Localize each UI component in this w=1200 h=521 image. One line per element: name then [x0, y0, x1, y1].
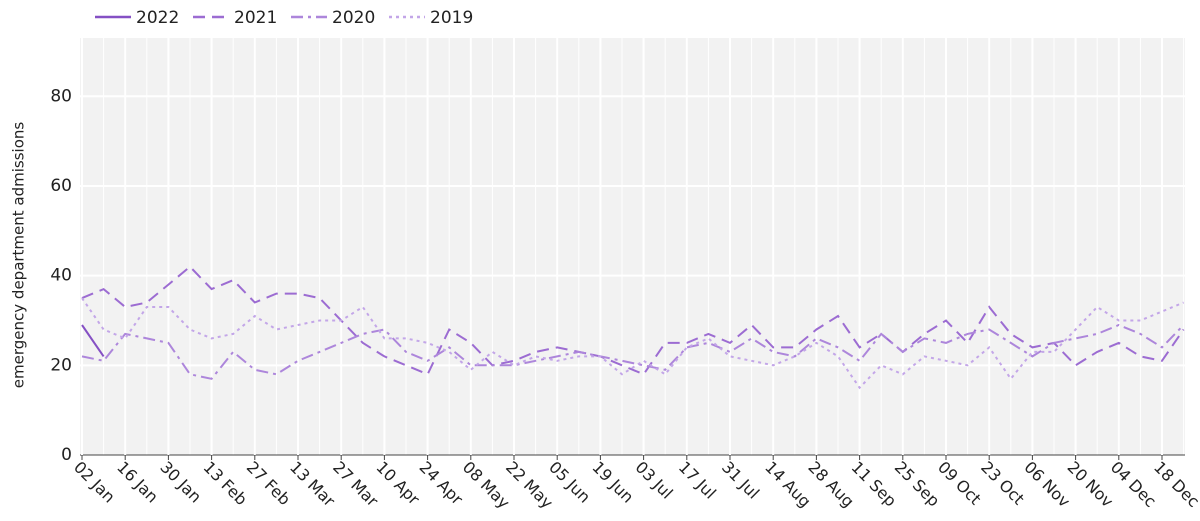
series-line: [81, 323, 1185, 380]
legend-label: 2022: [136, 8, 179, 28]
plot-background: [80, 38, 1185, 455]
x-tick-label: 16 Jan: [113, 458, 162, 507]
x-tick-label: 30 Jan: [156, 458, 205, 507]
x-tick-label: 09 Oct: [934, 458, 985, 509]
x-tick-label: 08 May: [459, 458, 514, 513]
x-tick-label: 22 May: [502, 458, 557, 513]
x-tick-label: 31 Jul: [718, 458, 763, 503]
y-tick-label: 40: [50, 266, 72, 286]
x-tick-label: 13 Mar: [286, 458, 339, 511]
x-tick-label: 11 Sep: [848, 458, 901, 511]
x-tick-label: 02 Jan: [70, 458, 119, 507]
series-line: [81, 297, 1184, 390]
x-tick-label: 17 Jul: [675, 458, 720, 503]
x-tick-label: 13 Feb: [200, 458, 251, 509]
x-tick-label: 24 Apr: [416, 458, 467, 509]
y-tick-label: 20: [50, 355, 72, 375]
x-tick-label: 25 Sep: [891, 458, 944, 511]
legend-label: 2021: [234, 8, 277, 28]
series-line: [81, 324, 105, 357]
x-tick-label: 20 Nov: [1064, 458, 1118, 512]
x-tick-label: 10 Apr: [372, 458, 423, 509]
y-tick-label: 80: [50, 86, 72, 106]
y-axis-label: emergency department admissions: [10, 122, 28, 389]
x-tick-label: 27 Mar: [329, 458, 382, 511]
x-tick-label: 04 Dec: [1107, 458, 1160, 511]
x-tick-label: 23 Oct: [977, 458, 1028, 509]
x-tick-label: 18 Dec: [1150, 458, 1200, 511]
x-tick-label: 28 Aug: [804, 458, 858, 512]
y-tick-label: 60: [50, 176, 72, 196]
legend-label: 2019: [430, 8, 473, 28]
x-tick-label: 19 Jun: [588, 458, 637, 507]
series-line: [81, 265, 1185, 376]
y-tick-label: 0: [61, 445, 72, 465]
x-tick-label: 06 Nov: [1020, 458, 1074, 512]
x-tick-label: 14 Aug: [761, 458, 815, 512]
legend-label: 2020: [332, 8, 375, 28]
x-tick-label: 27 Feb: [243, 458, 294, 509]
x-tick-label: 03 Jul: [632, 458, 677, 503]
